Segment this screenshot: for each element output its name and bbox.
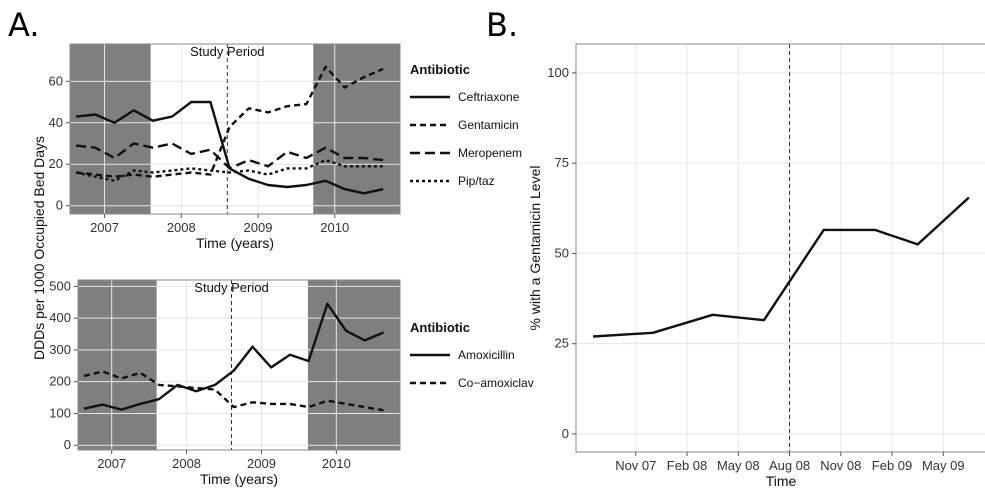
bottom-x-axis-title: Time (years): [200, 471, 278, 487]
right-y-tick-label-4: 100: [547, 65, 569, 80]
bottom-legend-title: Antibiotic: [410, 320, 470, 335]
top-legend-label-0: Ceftriaxone: [458, 90, 520, 104]
bottom-legend-label-1: Co−amoxiclav: [458, 376, 534, 390]
bottom-series-line-0: [83, 302, 384, 411]
charts-layer: Study Period 0 20 40 60 2007 2008 2009 2010 Time …: [31, 43, 985, 489]
top-series-line-3: [75, 158, 384, 183]
right-x-tick-label-5: Feb 09: [872, 458, 912, 473]
top-study-period-label: Study Period: [190, 44, 264, 59]
bottom-shaded-region-1: [307, 280, 400, 450]
bottom-study-period-label: Study Period: [194, 280, 268, 295]
bottom-y-tick-label-0: 0: [64, 437, 71, 452]
panel-label-b: B.: [486, 6, 518, 44]
top-legend-label-3: Pip/taz: [458, 174, 495, 188]
top-y-tick-label-0: 0: [56, 198, 63, 213]
right-y-tick-label-1: 25: [555, 336, 569, 351]
right-x-tick-label-0: Nov 07: [615, 458, 656, 473]
bottom-y-tick-label-3: 300: [49, 342, 71, 357]
bottom-shaded-region-0: [78, 280, 157, 450]
top-y-tick-label-2: 40: [49, 115, 63, 130]
bottom-y-tick-label-4: 400: [49, 310, 71, 325]
chart-top: Study Period 0 20 40 60 2007 2008 2009 2010 Time …: [49, 43, 522, 251]
right-x-tick-label-4: Nov 08: [820, 458, 861, 473]
right-x-tick-label-6: May 09: [922, 458, 965, 473]
top-shaded-region-1: [313, 44, 400, 214]
top-legend-label-1: Gentamicin: [458, 118, 519, 132]
right-y-tick-label-2: 50: [555, 245, 569, 260]
bottom-x-tick-label-1: 2008: [172, 456, 201, 471]
shared-y-axis-title: DDDs per 1000 Occupied Bed Days: [31, 136, 47, 360]
bottom-y-tick-label-1: 100: [49, 405, 71, 420]
right-x-tick-label-3: Aug 08: [769, 458, 810, 473]
right-plot-background: [576, 44, 985, 452]
bottom-legend-label-0: Amoxicillin: [458, 348, 515, 362]
bottom-plot-frame: [77, 279, 401, 451]
bottom-series-line-1: [83, 370, 384, 412]
top-plot-frame: [69, 43, 401, 215]
chart-right: 0 25 50 75 100 Nov 07 Feb 08 May 08 Aug 08 Nov 08…: [527, 43, 985, 489]
top-legend-label-2: Meropenem: [458, 146, 522, 160]
top-x-tick-label-0: 2007: [90, 220, 119, 235]
bottom-x-tick-label-2: 2009: [247, 456, 276, 471]
right-y-tick-label-0: 0: [562, 426, 569, 441]
top-shaded-region-0: [70, 44, 151, 214]
right-y-tick-label-3: 75: [555, 155, 569, 170]
top-x-tick-label-1: 2008: [167, 220, 196, 235]
top-series-line-1: [75, 65, 384, 178]
top-series-line-2: [75, 142, 384, 170]
right-x-axis-title: Time: [766, 473, 797, 489]
top-y-tick-label-3: 60: [49, 73, 63, 88]
bottom-y-tick-label-2: 200: [49, 374, 71, 389]
bottom-x-tick-label-0: 2007: [97, 456, 126, 471]
right-series-line-0: [593, 196, 970, 338]
top-x-tick-label-3: 2010: [320, 220, 349, 235]
top-y-tick-label-1: 20: [49, 156, 63, 171]
right-y-axis-title: % with a Gentamicin Level: [527, 166, 543, 331]
top-legend-title: Antibiotic: [410, 62, 470, 77]
right-x-tick-label-2: May 08: [717, 458, 760, 473]
panel-label-a: A.: [8, 6, 40, 44]
right-x-tick-label-1: Feb 08: [667, 458, 707, 473]
right-plot-frame: [575, 43, 985, 453]
top-x-tick-label-2: 2009: [244, 220, 273, 235]
top-x-axis-title: Time (years): [196, 235, 274, 251]
bottom-x-tick-label-3: 2010: [322, 456, 351, 471]
bottom-y-tick-label-5: 500: [49, 278, 71, 293]
